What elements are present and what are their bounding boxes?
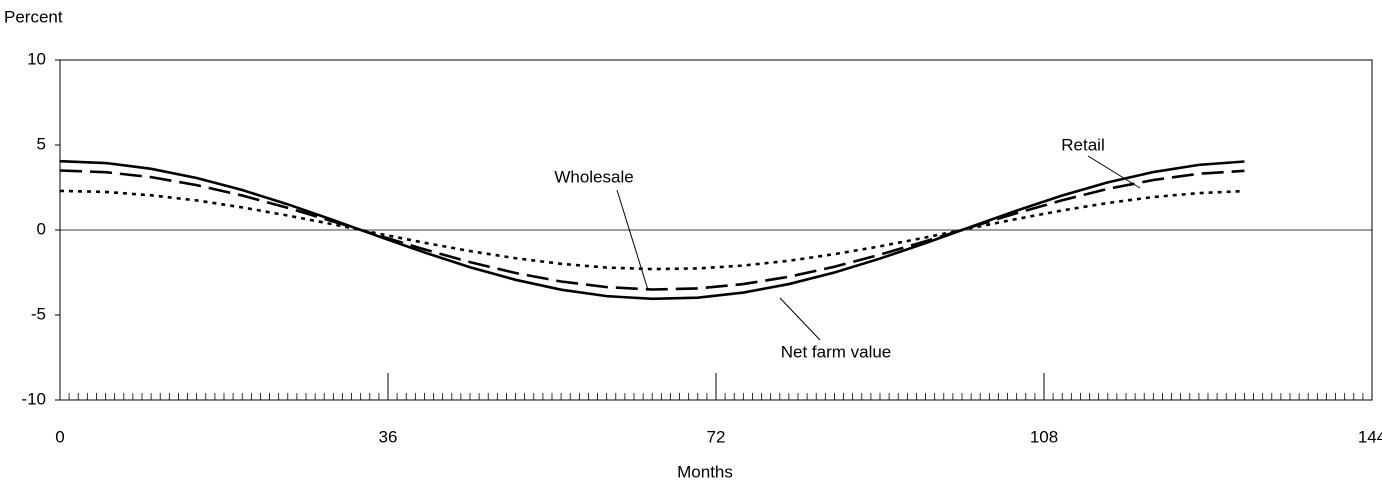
y-tick-label: 10 <box>27 49 46 68</box>
y-tick-label: -5 <box>31 304 46 323</box>
series-line <box>59 189 1245 271</box>
leader-line <box>1087 155 1141 189</box>
y-tick-label: 5 <box>37 134 46 153</box>
x-tick-label: 144 <box>1358 427 1382 446</box>
x-axis-label: Months <box>677 462 733 481</box>
y-tick-label: 0 <box>37 219 46 238</box>
leader-line <box>779 297 821 341</box>
y-tick-label: -10 <box>21 389 46 408</box>
x-tick-label: 0 <box>55 427 64 446</box>
x-tick-label: 36 <box>379 427 398 446</box>
x-tick-label: 108 <box>1030 427 1058 446</box>
y-axis-label: Percent <box>4 7 63 26</box>
series-label: Net farm value <box>781 342 892 361</box>
leader-line <box>616 189 649 291</box>
series-line <box>59 169 1245 291</box>
series-line <box>59 159 1245 301</box>
series-label: Retail <box>1061 135 1104 154</box>
series-label: Wholesale <box>554 167 633 186</box>
x-tick-label: 72 <box>707 427 726 446</box>
